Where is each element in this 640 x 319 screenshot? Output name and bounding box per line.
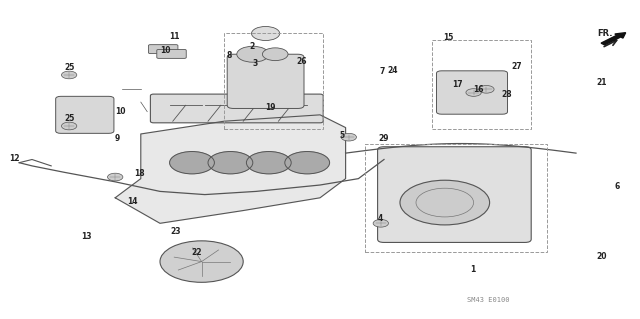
Text: 2: 2	[249, 42, 254, 51]
Text: 12: 12	[10, 154, 20, 163]
Circle shape	[208, 152, 253, 174]
Text: 20: 20	[596, 252, 607, 261]
Circle shape	[341, 133, 356, 141]
Text: 15: 15	[443, 33, 453, 42]
Polygon shape	[115, 115, 346, 223]
Text: 11: 11	[169, 32, 179, 41]
Circle shape	[400, 180, 490, 225]
Circle shape	[262, 48, 288, 61]
Text: 16: 16	[474, 85, 484, 94]
Circle shape	[479, 85, 494, 93]
FancyBboxPatch shape	[436, 71, 508, 114]
Circle shape	[237, 46, 269, 62]
Circle shape	[170, 152, 214, 174]
Text: 25: 25	[64, 114, 74, 122]
Circle shape	[160, 241, 243, 282]
Circle shape	[252, 26, 280, 41]
Text: 24: 24	[387, 66, 397, 75]
Text: 6: 6	[615, 182, 620, 191]
Text: 23: 23	[171, 227, 181, 236]
Text: 14: 14	[127, 197, 138, 206]
FancyArrow shape	[601, 33, 626, 45]
Text: 17: 17	[452, 80, 463, 89]
Text: 5: 5	[340, 131, 345, 140]
Text: 19: 19	[265, 103, 275, 112]
Text: 4: 4	[378, 214, 383, 223]
Circle shape	[61, 71, 77, 79]
Text: 27: 27	[512, 63, 522, 71]
Text: 3: 3	[252, 59, 257, 68]
FancyBboxPatch shape	[56, 96, 114, 133]
Circle shape	[61, 122, 77, 130]
Text: 28: 28	[502, 90, 512, 99]
FancyBboxPatch shape	[227, 54, 304, 108]
Text: 18: 18	[134, 169, 145, 178]
Circle shape	[285, 152, 330, 174]
Text: 21: 21	[596, 78, 607, 87]
Text: 26: 26	[297, 57, 307, 66]
Text: 1: 1	[470, 265, 476, 274]
Text: 22: 22	[192, 248, 202, 257]
Circle shape	[246, 152, 291, 174]
Text: 29: 29	[379, 134, 389, 143]
Text: FR.: FR.	[597, 29, 612, 38]
Circle shape	[108, 173, 123, 181]
FancyBboxPatch shape	[148, 45, 178, 54]
Text: 7: 7	[380, 67, 385, 76]
Text: 8: 8	[227, 51, 232, 60]
Text: 10: 10	[115, 107, 125, 116]
Circle shape	[466, 89, 481, 96]
Text: 25: 25	[64, 63, 74, 72]
Text: SM43 E0100: SM43 E0100	[467, 297, 509, 303]
Text: 10: 10	[160, 46, 170, 55]
FancyBboxPatch shape	[378, 147, 531, 242]
Text: 13: 13	[81, 232, 92, 241]
FancyBboxPatch shape	[157, 49, 186, 58]
FancyBboxPatch shape	[150, 94, 323, 123]
Text: 9: 9	[115, 134, 120, 143]
Circle shape	[373, 219, 388, 227]
